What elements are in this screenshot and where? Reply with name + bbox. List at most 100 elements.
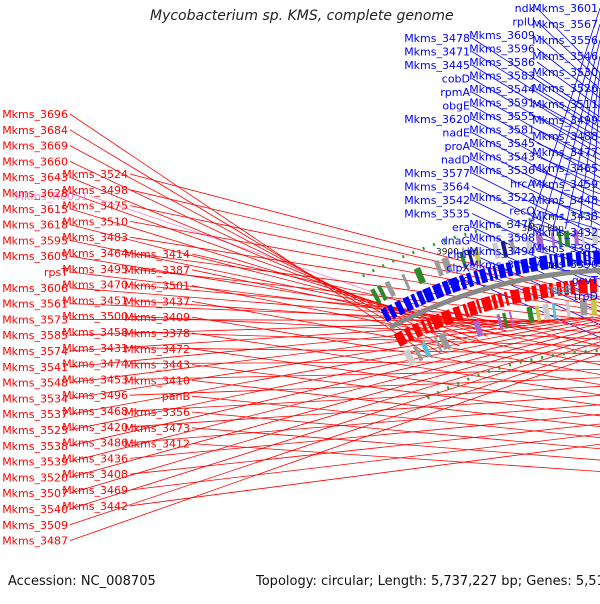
gene-label: proA: [444, 140, 470, 153]
gene-label: Mkms_3591: [469, 97, 535, 110]
gene-label: Mkms_3567: [532, 18, 598, 31]
gene-label: Mkms_3395: [532, 242, 598, 255]
gene-label: Mkms_3387: [124, 264, 190, 277]
gene-label: Mkms_3544: [469, 83, 535, 96]
gene-label: dnaG: [441, 235, 470, 248]
gene-label: obgE: [442, 100, 470, 113]
label-connector: [192, 380, 600, 466]
accession-label: Accession: NC_008705: [8, 574, 156, 589]
cog-block: [385, 281, 396, 298]
gene-label: Mkms_3620: [404, 113, 470, 126]
map-title: Mycobacterium sp. KMS, complete genome: [150, 8, 454, 24]
gene-label: nadE: [442, 127, 470, 140]
label-connector: [130, 365, 600, 380]
gene-label: Mkms_3496: [62, 389, 128, 402]
gene-label: Mkms_3378: [124, 327, 190, 340]
gene-label: Mkms_3420: [62, 421, 128, 434]
gene-label: Mkms_3445: [404, 59, 470, 72]
gene-label: Mkms_3534: [2, 392, 68, 405]
gene-label: Mkms_3494: [469, 245, 535, 258]
forward-gene-block: [432, 283, 445, 299]
gene-label: Mkms_3500: [62, 310, 128, 323]
gene-label: valS: [447, 275, 470, 288]
gene-label: Mkms_3356: [124, 406, 190, 419]
gene-label: Mkms_3546: [532, 50, 598, 63]
gene-label: Mkms_3459: [532, 178, 598, 191]
gene-label: Mkms_3574: [2, 345, 68, 358]
gene-label: Mkms_3573: [2, 313, 68, 326]
gene-label: Mkms_3412: [124, 438, 190, 451]
gene-label: Mkms_3586: [469, 56, 535, 69]
gene-label: Mkms_3414: [124, 248, 190, 261]
gene-label: Mkms_3577: [404, 167, 470, 180]
gene-label: Mkms_3524: [62, 168, 128, 181]
gene-label: era: [452, 221, 470, 234]
gene-label: Mkms_3485: [469, 259, 535, 272]
gene-label: Mkms_3510: [62, 215, 128, 228]
gene-label: Mkms_3468: [62, 405, 128, 418]
gene-label: gcvT: [572, 274, 599, 287]
label-connector: [130, 406, 600, 505]
gene-label: Mkms_3660: [2, 155, 68, 168]
gene-label: Mkms_3507: [2, 487, 68, 500]
reverse-gene-block: [480, 296, 493, 312]
gene-label: Mkms_3437: [124, 295, 190, 308]
gene-label: rnpB: [546, 283, 572, 296]
gene-label: Mkms_3526: [532, 82, 598, 95]
gene-label: Mkms_3471: [404, 46, 470, 59]
cog-block: [542, 304, 550, 321]
gene-label: Mkms_3561: [2, 298, 68, 311]
gene-label: Mkms_3539: [2, 456, 68, 469]
gene-label: rplU: [512, 16, 535, 29]
gene-label: rpmA: [440, 86, 470, 99]
gene-label: Mkms_3443: [124, 359, 190, 372]
gene-label: Mkms_3520: [2, 471, 68, 484]
gene-label: Mkms_3511: [532, 98, 598, 111]
gene-label: Mkms_3595: [2, 234, 68, 247]
gene-label: Mkms_3432: [532, 226, 598, 239]
summary-label: Topology: circular; Length: 5,737,227 bp…: [256, 574, 600, 589]
gene-label: Mkms_3585: [2, 329, 68, 342]
gene-label: Mkms_3472: [124, 343, 190, 356]
gene-label: Mkms_3615: [2, 203, 68, 216]
gene-label: Mkms_3498: [62, 184, 128, 197]
gene-label: Mkms_3453: [62, 373, 128, 386]
gene-label: Mkms_3684: [2, 124, 68, 137]
gene-label: Mkms_3495: [62, 263, 128, 276]
cog-block: [401, 274, 410, 290]
gene-label: Mkms_3474: [62, 358, 128, 371]
label-connector: [192, 349, 600, 452]
gene-label: Mkms_3451: [62, 294, 128, 307]
gene-label: Mkms_3477: [532, 146, 598, 159]
gene-label: Mkms_3564: [404, 181, 470, 194]
gene-label: clpP: [447, 248, 470, 261]
gene-label: Mkms_3543: [469, 151, 535, 164]
gene-label: Mkms_3628: [2, 187, 68, 200]
gene-label: Mkms_3448: [532, 194, 598, 207]
reverse-gene-block: [504, 292, 510, 306]
gene-label: Mkms_3486: [62, 437, 128, 450]
gene-label: Mkms_3538: [2, 440, 68, 453]
gene-label: Mkms_3465: [532, 162, 598, 175]
gene-label: Mkms_3469: [62, 484, 128, 497]
gene-label: Mkms_3696: [2, 108, 68, 121]
gene-label: Mkms_3458: [62, 326, 128, 339]
gene-label: ndk: [515, 2, 536, 15]
reverse-gene-block: [522, 287, 532, 302]
gene-label: Mkms_3499: [532, 114, 598, 127]
gene-label: Mkms_3583: [469, 70, 535, 83]
gene-label: Mkms_3548: [2, 377, 68, 390]
gene-label: Mkms_3530: [532, 66, 598, 79]
gene-label: Mkms_3483: [62, 231, 128, 244]
gene-label: Mkms_3442: [62, 500, 128, 513]
gene-label: Mkms_3409: [124, 311, 190, 324]
gene-label: Mkms_3473: [124, 422, 190, 435]
gene-label: Mkms_3525: [2, 424, 68, 437]
gene-label: Mkms_3488: [532, 130, 598, 143]
gene-label: Mkms_3581: [469, 124, 535, 137]
gene-label: Mkms_3537: [2, 408, 68, 421]
gene-label: Mkms_3508: [469, 232, 535, 245]
gene-label: Mkms_3501: [124, 280, 190, 293]
label-connector: [192, 333, 600, 445]
